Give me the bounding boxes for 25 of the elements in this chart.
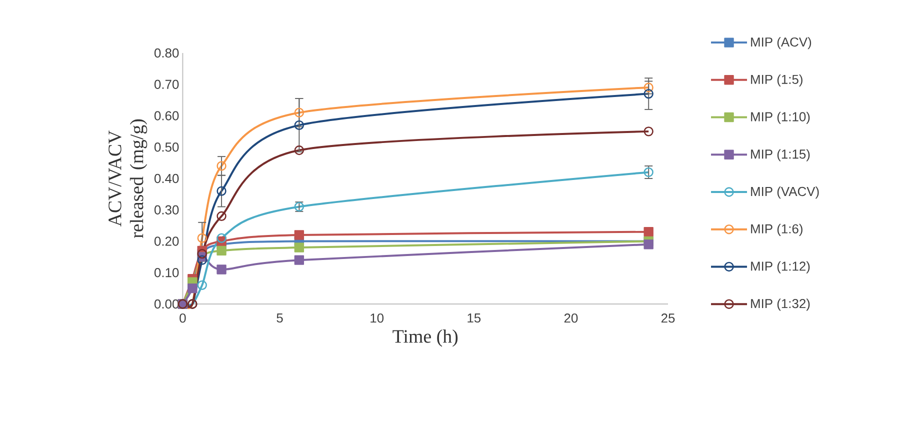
x-axis-title: Time (h)	[392, 330, 458, 347]
legend-label: MIP (1:5)	[751, 74, 802, 87]
y-tick-label: 0.40	[154, 174, 179, 184]
x-tick-label: 0	[180, 314, 186, 323]
legend-label: MIP (1:32)	[751, 298, 810, 311]
x-tick-label: 5	[276, 314, 283, 323]
legend-label: MIP (1:10)	[751, 112, 810, 124]
x-tick-label: 20	[564, 314, 578, 323]
legend-label: MIP (1:15)	[751, 149, 810, 162]
y-tick-label: 0.50	[154, 142, 179, 152]
legend-label: MIP (1:6)	[751, 224, 802, 236]
y-tick-label: 0.00	[154, 299, 179, 309]
legend-label: MIP (ACV)	[751, 37, 812, 50]
y-tick-label: 0.70	[154, 80, 179, 89]
y-tick-label: 0.10	[154, 268, 179, 278]
y-tick-label: 0.30	[154, 205, 179, 214]
legend-label: MIP (1:12)	[751, 261, 810, 274]
x-tick-label: 25	[661, 314, 675, 323]
y-axis-title: ACV/VACV released (mg/g)	[108, 119, 148, 238]
legend-label: MIP (VACV)	[751, 186, 819, 199]
y-tick-label: 0.80	[154, 48, 179, 58]
y-tick-label: 0.20	[154, 236, 179, 246]
x-tick-label: 10	[370, 314, 384, 323]
x-tick-label: 15	[468, 314, 481, 323]
y-tick-label: 0.60	[154, 111, 179, 120]
